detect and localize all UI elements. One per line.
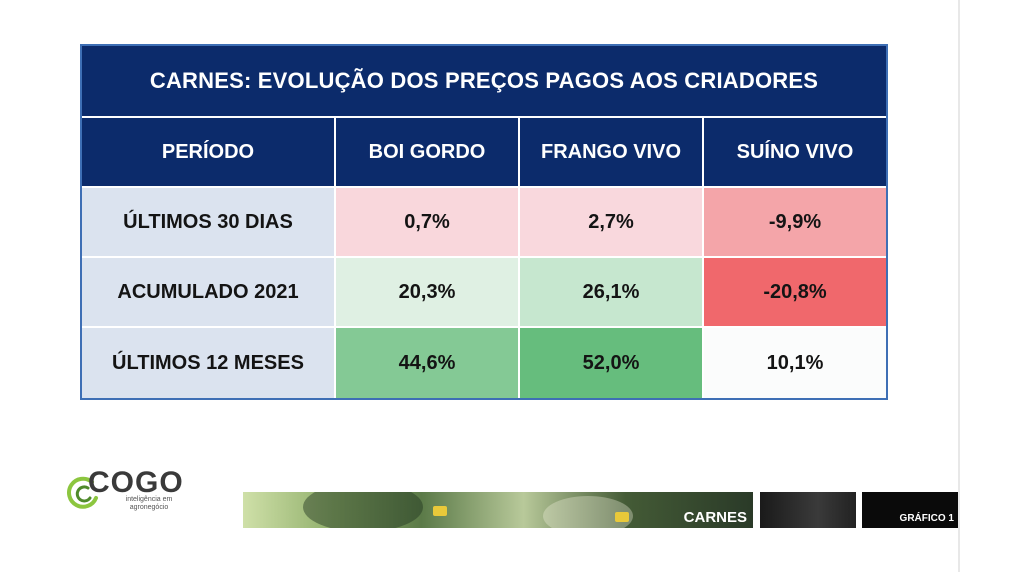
table-row: ACUMULADO 2021 20,3% 26,1% -20,8% (82, 258, 886, 328)
value-cell: 2,7% (520, 188, 704, 258)
header-frango-vivo: FRANGO VIVO (520, 118, 704, 188)
value-cell: 10,1% (704, 328, 886, 398)
table-row: ÚLTIMOS 30 DIAS 0,7% 2,7% -9,9% (82, 188, 886, 258)
value-cell: 0,7% (336, 188, 520, 258)
value-cell: 52,0% (520, 328, 704, 398)
ear-tag-shape (433, 506, 447, 516)
logo-wordmark: COGO (88, 466, 184, 499)
header-periodo: PERÍODO (82, 118, 336, 188)
row-label: ÚLTIMOS 12 MESES (82, 328, 336, 398)
table-title: CARNES: EVOLUÇÃO DOS PREÇOS PAGOS AOS CR… (82, 46, 886, 118)
cogo-swirl-icon (67, 476, 98, 509)
row-label: ÚLTIMOS 30 DIAS (82, 188, 336, 258)
banner-photo-shape (303, 492, 423, 528)
price-table: CARNES: EVOLUÇÃO DOS PREÇOS PAGOS AOS CR… (80, 44, 888, 400)
ear-tag-shape (615, 512, 629, 522)
banner-photo-thumb (760, 492, 856, 528)
value-cell: -9,9% (704, 188, 886, 258)
table-header-row: PERÍODO BOI GORDO FRANGO VIVO SUÍNO VIVO (82, 118, 886, 188)
value-cell: -20,8% (704, 258, 886, 328)
slide-edge-divider (958, 0, 960, 572)
header-suino-vivo: SUÍNO VIVO (704, 118, 886, 188)
header-boi-gordo: BOI GORDO (336, 118, 520, 188)
value-cell: 44,6% (336, 328, 520, 398)
section-label: CARNES (683, 509, 747, 526)
section-banner-image: CARNES (243, 492, 753, 528)
row-label: ACUMULADO 2021 (82, 258, 336, 328)
table-row: ÚLTIMOS 12 MESES 44,6% 52,0% 10,1% (82, 328, 886, 398)
chart-number-label: GRÁFICO 1 (899, 513, 954, 524)
value-cell: 26,1% (520, 258, 704, 328)
logo-tagline: inteligência em agronegócio (125, 496, 173, 511)
cogo-logo: COGO inteligência em agronegócio (66, 466, 216, 516)
value-cell: 20,3% (336, 258, 520, 328)
chart-label-box: GRÁFICO 1 (862, 492, 958, 528)
